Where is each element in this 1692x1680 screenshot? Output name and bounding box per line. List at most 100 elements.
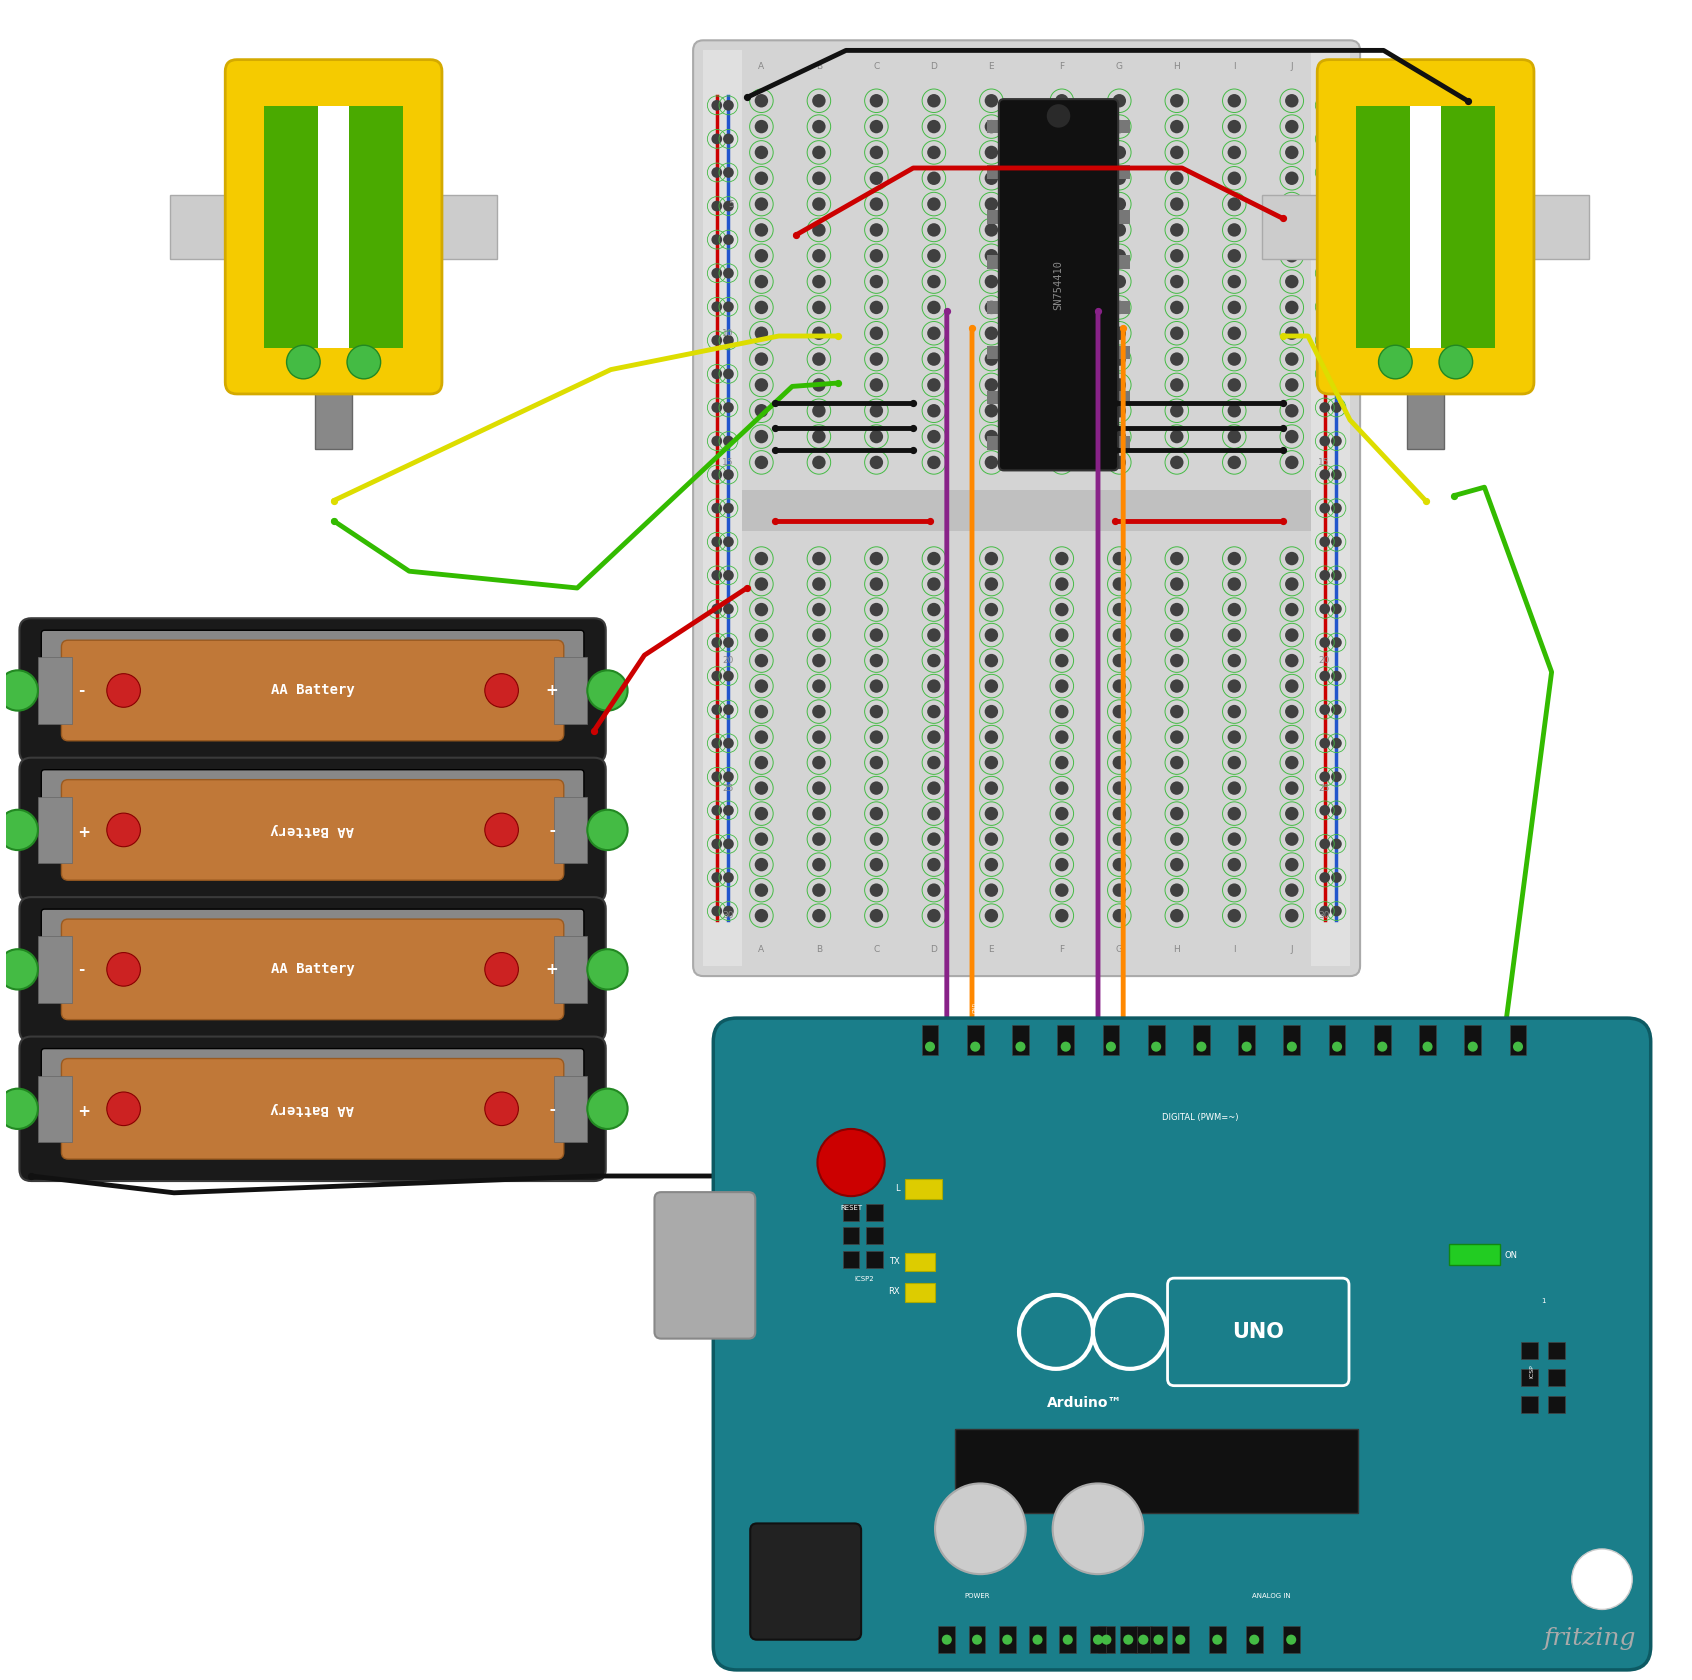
Circle shape [870,603,883,617]
Circle shape [927,455,941,469]
Circle shape [870,858,883,872]
Circle shape [1228,781,1240,795]
Circle shape [755,909,768,922]
Circle shape [1320,101,1330,111]
Bar [986,165,1003,178]
Text: AA Battery: AA Battery [271,963,355,976]
Circle shape [985,276,998,289]
Text: 25: 25 [722,783,734,793]
Circle shape [812,551,826,564]
Bar [968,1626,985,1653]
Circle shape [755,551,768,564]
Circle shape [755,223,768,237]
Circle shape [1171,628,1183,642]
FancyBboxPatch shape [750,1524,861,1640]
Bar [1521,1396,1538,1413]
Bar [1029,1626,1046,1653]
Circle shape [755,197,768,210]
Circle shape [1242,1042,1252,1052]
Circle shape [870,403,883,417]
Circle shape [1284,403,1298,417]
Circle shape [755,119,768,133]
Circle shape [1284,276,1298,289]
Circle shape [1171,578,1183,591]
Circle shape [1171,146,1183,160]
Bar [1548,1369,1565,1386]
Circle shape [755,706,768,719]
Bar [1284,1025,1299,1055]
Bar [866,1252,883,1268]
Circle shape [927,249,941,262]
Circle shape [1332,738,1342,749]
Circle shape [985,403,998,417]
Circle shape [1284,94,1298,108]
Bar [37,796,71,864]
Circle shape [1171,223,1183,237]
Circle shape [1032,1635,1042,1645]
Circle shape [1320,200,1330,212]
Circle shape [486,674,518,707]
Circle shape [1284,223,1298,237]
Bar [1464,1025,1480,1055]
Circle shape [1284,832,1298,845]
Circle shape [107,1092,140,1126]
Bar [905,1253,936,1272]
Bar [1420,1025,1437,1055]
Bar [1355,106,1496,348]
Circle shape [870,706,883,719]
Text: I: I [1233,62,1235,71]
Circle shape [1113,94,1127,108]
Circle shape [722,838,734,850]
Bar [1113,346,1130,360]
Circle shape [1113,832,1127,845]
Bar [1521,1342,1538,1359]
Circle shape [1332,805,1342,816]
Circle shape [985,731,998,744]
Circle shape [286,346,320,380]
Bar [1113,119,1130,133]
Circle shape [1056,146,1069,160]
Circle shape [1228,679,1240,692]
Circle shape [985,119,998,133]
FancyBboxPatch shape [61,780,563,880]
Circle shape [755,276,768,289]
Circle shape [1332,166,1342,178]
Text: 10: 10 [1318,329,1330,338]
Circle shape [1320,502,1330,514]
FancyBboxPatch shape [61,919,563,1020]
Circle shape [985,679,998,692]
Circle shape [1113,119,1127,133]
Circle shape [711,267,722,279]
Text: 15: 15 [1318,459,1330,467]
Circle shape [812,197,826,210]
Circle shape [1284,628,1298,642]
Text: -: - [548,1102,555,1116]
Text: 25: 25 [1318,783,1330,793]
Circle shape [812,858,826,872]
Circle shape [1284,119,1298,133]
Circle shape [985,326,998,339]
Circle shape [1284,679,1298,692]
Circle shape [1171,403,1183,417]
Circle shape [711,704,722,716]
Circle shape [1113,378,1127,391]
Text: +: + [545,684,558,697]
Circle shape [1093,1635,1103,1645]
Circle shape [486,813,518,847]
Text: B: B [816,946,822,954]
Circle shape [927,223,941,237]
Text: ON: ON [1504,1252,1518,1260]
Circle shape [927,171,941,185]
Text: G: G [1115,946,1123,954]
Bar [1283,1626,1299,1653]
Text: -: - [78,963,85,976]
Circle shape [985,353,998,366]
Text: UNO: UNO [1232,1322,1284,1342]
Circle shape [1228,654,1240,667]
Circle shape [927,654,941,667]
Circle shape [1056,578,1069,591]
FancyBboxPatch shape [714,1018,1651,1670]
Circle shape [1320,334,1330,346]
Circle shape [812,94,826,108]
Circle shape [985,756,998,769]
